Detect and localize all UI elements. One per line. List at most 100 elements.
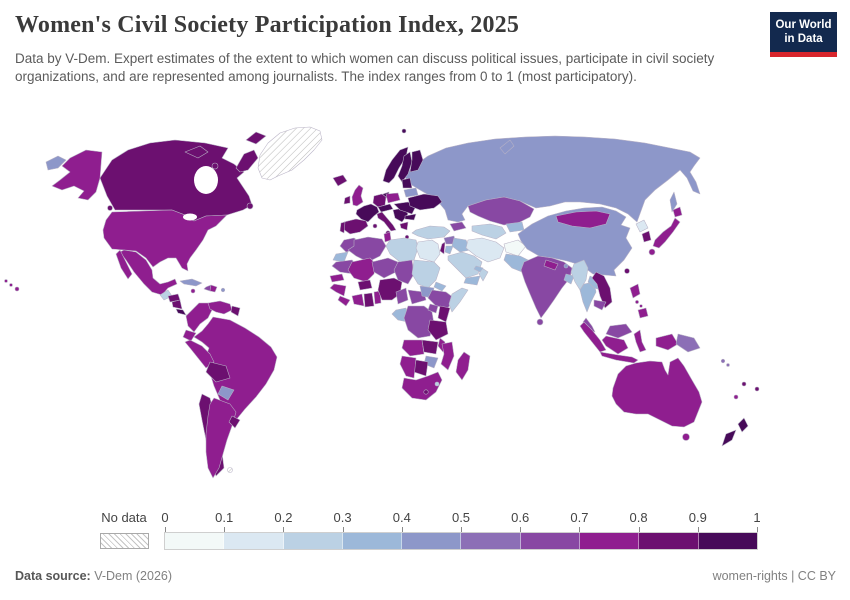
country-mali[interactable] [347, 257, 377, 283]
country-madagascar[interactable] [455, 351, 471, 381]
country-russia[interactable] [45, 155, 67, 171]
country-tanzania[interactable] [427, 319, 449, 341]
country-sierraleone_liberia[interactable] [337, 295, 351, 307]
country-lebanon_israel[interactable] [439, 241, 446, 255]
legend-bin-7[interactable] [580, 533, 640, 549]
country-turkey[interactable] [411, 225, 451, 240]
country-egypt[interactable] [415, 239, 441, 263]
country-png[interactable] [675, 333, 701, 353]
country-vanuatu[interactable] [741, 381, 747, 387]
country-indonesia[interactable] [633, 329, 647, 353]
country-sweden[interactable] [397, 151, 413, 183]
country-greenland[interactable] [257, 126, 323, 181]
country-russia[interactable] [669, 191, 678, 213]
country-vietnam[interactable] [591, 271, 613, 309]
country-costarica[interactable] [175, 308, 187, 316]
country-algeria[interactable] [347, 236, 387, 263]
country-mexico[interactable] [115, 249, 133, 280]
country-indonesia[interactable] [579, 321, 607, 353]
country-canada[interactable] [235, 149, 259, 173]
country-uk[interactable] [351, 184, 364, 207]
country-australia[interactable] [682, 433, 690, 441]
country-indonesia[interactable] [601, 335, 629, 355]
country-indonesia[interactable] [599, 351, 639, 364]
legend-bin-3[interactable] [342, 533, 403, 549]
country-burkina[interactable] [357, 279, 373, 291]
country-sudan[interactable] [411, 259, 441, 289]
country-philippines[interactable] [637, 307, 649, 319]
country-canada[interactable] [246, 202, 254, 210]
country-canada[interactable] [99, 139, 253, 222]
country-japan[interactable] [672, 206, 683, 218]
country-usa[interactable] [14, 286, 20, 292]
country-mozambique[interactable] [440, 341, 455, 371]
country-usa[interactable] [102, 209, 228, 272]
country-saudi[interactable] [447, 251, 483, 279]
legend-bin-4[interactable] [402, 533, 462, 549]
country-poland[interactable] [385, 192, 401, 204]
license-text[interactable]: women-rights | CC BY [712, 569, 836, 583]
country-philippines[interactable] [639, 304, 643, 308]
country-wsahara[interactable] [332, 251, 349, 263]
country-malaysia[interactable] [605, 323, 633, 339]
country-togo_benin[interactable] [373, 290, 382, 305]
legend-bin-9[interactable] [698, 533, 757, 549]
country-bangladesh[interactable] [563, 273, 575, 285]
country-italy[interactable] [376, 211, 397, 232]
country-paraguay[interactable] [217, 385, 235, 401]
country-drc[interactable] [403, 305, 435, 339]
country-philippines[interactable] [635, 300, 639, 304]
country-solomon[interactable] [726, 363, 730, 367]
country-ukraine[interactable] [407, 193, 443, 211]
country-philippines[interactable] [629, 283, 641, 299]
country-cameroon[interactable] [395, 287, 409, 305]
no-data-swatch[interactable] [100, 533, 149, 549]
country-norway[interactable] [382, 146, 409, 184]
country-puertorico[interactable] [220, 287, 226, 293]
country-baltics[interactable] [401, 177, 413, 189]
country-kyrgyz_tajik[interactable] [505, 221, 525, 233]
legend-bin-0[interactable] [165, 533, 225, 549]
country-myanmar[interactable] [570, 259, 589, 291]
country-usa[interactable] [51, 149, 103, 201]
country-yemen[interactable] [463, 275, 481, 286]
country-newzealand[interactable] [721, 429, 737, 447]
country-usa[interactable] [9, 283, 13, 287]
country-russia[interactable] [403, 135, 701, 223]
country-spain[interactable] [342, 218, 369, 235]
country-uzbek_turkmen[interactable] [471, 223, 507, 240]
country-colombia[interactable] [185, 302, 213, 333]
country-libya[interactable] [385, 237, 419, 263]
country-italy[interactable] [372, 223, 378, 229]
country-kazakhstan[interactable] [467, 196, 535, 226]
country-canada[interactable] [245, 131, 267, 145]
country-greece[interactable] [399, 221, 409, 231]
country-srilanka[interactable] [536, 318, 544, 326]
country-somalia[interactable] [448, 287, 469, 313]
country-cuba[interactable] [179, 278, 203, 287]
country-canada[interactable] [184, 145, 209, 159]
country-australia[interactable] [611, 357, 703, 428]
country-canada[interactable] [211, 162, 219, 170]
owid-logo[interactable]: Our World in Data [770, 12, 837, 57]
country-iran[interactable] [465, 237, 505, 263]
country-iceland[interactable] [332, 174, 348, 187]
country-bolivia[interactable] [205, 361, 231, 383]
country-afghanistan[interactable] [503, 239, 527, 257]
country-domrep[interactable] [209, 284, 218, 293]
country-india[interactable] [520, 255, 573, 319]
country-southkorea[interactable] [641, 230, 652, 243]
country-japan[interactable] [648, 248, 656, 256]
country-falkland[interactable] [227, 467, 233, 473]
country-indonesia[interactable] [655, 333, 679, 351]
country-kenya[interactable] [437, 305, 451, 323]
country-angola[interactable] [401, 339, 425, 357]
country-nepal[interactable] [543, 259, 559, 271]
country-iraq[interactable] [451, 237, 471, 253]
country-zambia[interactable] [421, 339, 439, 355]
country-bulgaria[interactable] [404, 213, 417, 221]
country-norway[interactable] [401, 128, 407, 134]
country-botswana[interactable] [413, 359, 429, 377]
country-uae[interactable] [473, 265, 484, 273]
legend-bin-5[interactable] [461, 533, 521, 549]
